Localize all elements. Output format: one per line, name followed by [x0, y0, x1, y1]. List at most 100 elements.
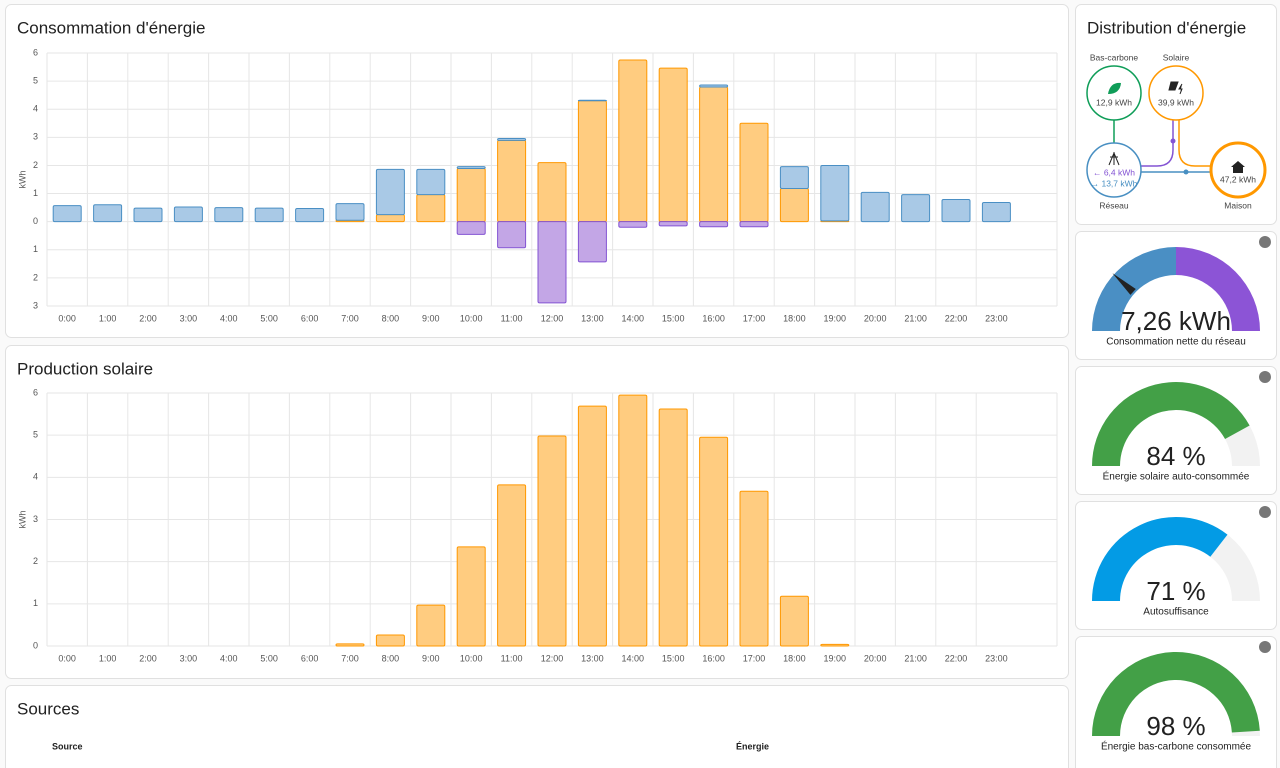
gauge-value	[1092, 382, 1250, 466]
y-tick-label: 1	[33, 598, 38, 608]
bar	[537, 162, 567, 223]
x-tick-label: 23:00	[985, 653, 1008, 663]
bar	[173, 206, 203, 223]
gauge-value-label: 71 %	[1146, 576, 1205, 606]
card	[1075, 231, 1277, 360]
flows	[1113, 120, 1211, 173]
bar	[699, 86, 729, 223]
bar	[416, 194, 446, 223]
node-label: Maison	[1224, 200, 1252, 210]
x-tick-label: 16:00	[702, 653, 725, 663]
x-tick-label: 20:00	[864, 313, 887, 323]
y-tick-label: 4	[33, 472, 38, 482]
x-tick-label: 19:00	[824, 653, 847, 663]
y-tick-label: 3	[33, 300, 38, 310]
card	[5, 685, 1069, 768]
icon	[1108, 82, 1121, 94]
bar	[456, 221, 486, 235]
node-label: Réseau	[1099, 200, 1129, 210]
node	[1148, 65, 1204, 121]
y-tick-label: 2	[33, 160, 38, 170]
bar	[779, 595, 809, 647]
node-value: ← 6,4 kWh	[1093, 167, 1135, 177]
x-tick-label: 15:00	[662, 313, 685, 323]
bar	[699, 84, 729, 88]
x-tick-label: 2:00	[139, 313, 157, 323]
info-icon	[1259, 236, 1271, 248]
bar	[537, 221, 567, 304]
bar	[497, 484, 527, 647]
x-tick-label: 6:00	[301, 653, 319, 663]
x-tick-label: 1:00	[99, 313, 117, 323]
x-tick-label: 6:00	[301, 313, 319, 323]
icon	[1231, 161, 1245, 173]
bar	[214, 207, 244, 223]
x-tick-label: 13:00	[581, 313, 604, 323]
card	[5, 4, 1069, 338]
bar	[658, 221, 688, 227]
y-axis-label: kWh	[17, 171, 27, 189]
x-tick-label: 8:00	[382, 313, 400, 323]
x-tick-label: 21:00	[904, 313, 927, 323]
bar	[618, 59, 648, 223]
bar	[618, 221, 648, 228]
x-tick-label: 0:00	[58, 313, 76, 323]
x-tick-label: 3:00	[180, 653, 198, 663]
gauge-value-label: 84 %	[1146, 441, 1205, 471]
bar	[416, 168, 446, 196]
bar	[739, 490, 769, 647]
x-tick-label: 3:00	[180, 313, 198, 323]
x-tick-label: 1:00	[99, 653, 117, 663]
x-tick-label: 7:00	[341, 653, 359, 663]
x-tick-label: 7:00	[341, 313, 359, 323]
x-tick-label: 12:00	[541, 313, 564, 323]
bar	[739, 122, 769, 223]
bar	[981, 202, 1011, 223]
x-tick-label: 18:00	[783, 653, 806, 663]
bar	[456, 168, 486, 223]
card-title: Distribution d'énergie	[1087, 18, 1246, 37]
bar	[497, 139, 527, 223]
x-tick-label: 16:00	[702, 313, 725, 323]
x-tick-label: 13:00	[581, 653, 604, 663]
node-value: 12,9 kWh	[1096, 97, 1132, 107]
x-tick-label: 22:00	[945, 313, 968, 323]
flow	[1141, 120, 1174, 167]
x-tick-label: 12:00	[541, 653, 564, 663]
flow-dot	[1170, 138, 1176, 144]
icon	[1108, 151, 1120, 166]
gauge-value-label: 7,26 kWh	[1121, 306, 1231, 336]
x-tick-label: 19:00	[824, 313, 847, 323]
x-tick-label: 10:00	[460, 313, 483, 323]
bar	[456, 166, 486, 170]
x-tick-label: 20:00	[864, 653, 887, 663]
node-label: Bas-carbone	[1090, 52, 1138, 62]
y-tick-label: 6	[33, 387, 38, 397]
bar	[577, 405, 607, 647]
bar	[335, 203, 365, 221]
x-tick-label: 10:00	[460, 653, 483, 663]
bar	[497, 221, 527, 249]
x-tick-label: 15:00	[662, 653, 685, 663]
node-value: 47,2 kWh	[1220, 174, 1256, 184]
y-tick-label: 0	[33, 216, 38, 226]
card	[5, 345, 1069, 679]
x-tick-label: 17:00	[743, 313, 766, 323]
gauge-label: Consommation nette du réseau	[1106, 337, 1246, 348]
y-axis-label: kWh	[17, 511, 27, 529]
y-tick-label: 2	[33, 272, 38, 282]
flow-dot	[1183, 169, 1189, 175]
card	[1075, 366, 1277, 495]
bar	[699, 436, 729, 647]
x-tick-label: 9:00	[422, 313, 440, 323]
bar	[901, 194, 931, 223]
bar	[618, 394, 648, 647]
bar	[52, 205, 82, 223]
bar	[93, 204, 123, 223]
x-tick-label: 4:00	[220, 313, 238, 323]
node	[1086, 142, 1142, 198]
bar	[254, 207, 284, 223]
node-value: 39,9 kWh	[1158, 97, 1194, 107]
bar	[133, 207, 163, 223]
